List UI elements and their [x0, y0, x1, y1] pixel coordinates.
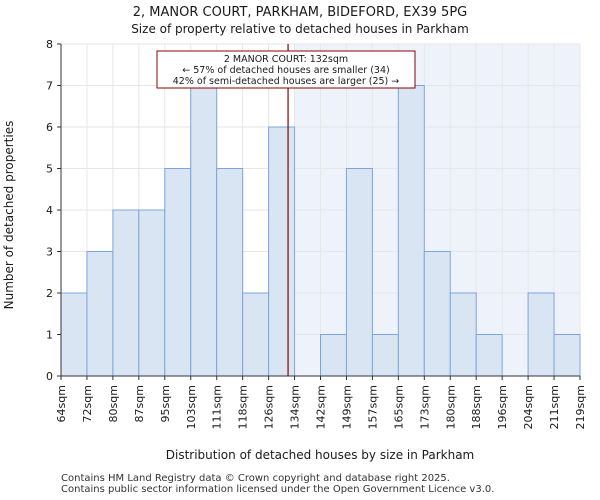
- x-tick-label: 103sqm: [185, 385, 198, 429]
- bar-64sqm: [60, 292, 88, 377]
- x-tick-label: 211sqm: [548, 385, 561, 429]
- bar-204sqm: [527, 292, 555, 377]
- bar-173sqm: [423, 251, 451, 377]
- annotation-line-3: 42% of semi-detached houses are larger (…: [173, 76, 400, 87]
- x-tick-label: 165sqm: [392, 385, 405, 429]
- x-tick-label: 219sqm: [574, 385, 587, 429]
- footer-line-1: Contains HM Land Registry data © Crown c…: [61, 473, 450, 484]
- y-tick-label: 2: [46, 287, 53, 300]
- x-tick-label: 118sqm: [237, 385, 250, 429]
- x-tick-label: 134sqm: [289, 385, 302, 429]
- x-tick-label: 180sqm: [444, 385, 457, 429]
- x-tick-label: 111sqm: [211, 385, 224, 429]
- chart-subtitle: Size of property relative to detached ho…: [131, 22, 469, 36]
- bar-165sqm: [397, 85, 425, 377]
- annotation-box: 2 MANOR COURT: 132sqm ← 57% of detached …: [156, 50, 416, 89]
- bar-188sqm: [475, 334, 503, 377]
- x-tick-label: 87sqm: [133, 385, 146, 422]
- y-tick-label: 8: [46, 38, 53, 51]
- x-tick-label: 72sqm: [81, 385, 94, 422]
- bar-111sqm: [216, 168, 244, 377]
- x-tick-label: 126sqm: [263, 385, 276, 429]
- annotation-line-1: 2 MANOR COURT: 132sqm: [224, 54, 348, 65]
- y-tick-label: 1: [46, 329, 53, 342]
- x-tick-label: 157sqm: [366, 385, 379, 429]
- y-tick-label: 7: [46, 80, 53, 93]
- plot-area: 0 1 2 3 4 5 6 7 8 64sqm 72sqm 80sqm 87sqm 95sqm 103sqm…: [46, 38, 587, 429]
- chart-title: 2, MANOR COURT, PARKHAM, BIDEFORD, EX39 …: [133, 5, 467, 20]
- x-tick-label: 95sqm: [159, 385, 172, 422]
- x-tick-label: 173sqm: [418, 385, 431, 429]
- bar-211sqm: [553, 334, 581, 377]
- annotation-line-2: ← 57% of detached houses are smaller (34…: [182, 65, 389, 76]
- bar-103sqm: [190, 85, 218, 377]
- x-tick-label: 204sqm: [522, 385, 535, 429]
- y-tick-label: 0: [46, 370, 53, 383]
- y-tick-label: 3: [46, 246, 53, 259]
- bar-72sqm: [86, 251, 114, 377]
- x-tick-label: 149sqm: [340, 385, 353, 429]
- x-tick-label: 188sqm: [470, 385, 483, 429]
- x-tick-label: 64sqm: [55, 385, 68, 422]
- bar-142sqm: [320, 334, 347, 377]
- x-axis-label: Distribution of detached houses by size …: [166, 448, 474, 462]
- bar-80sqm: [112, 209, 140, 377]
- y-tick-label: 5: [46, 163, 53, 176]
- bar-87sqm: [138, 209, 166, 377]
- x-tick-label: 196sqm: [496, 385, 509, 429]
- y-axis-label: Number of detached properties: [2, 121, 16, 310]
- x-tick-label: 80sqm: [107, 385, 120, 422]
- bar-95sqm: [164, 168, 192, 377]
- y-tick-label: 4: [46, 204, 53, 217]
- y-tick-label: 6: [46, 121, 53, 134]
- footer-line-2: Contains public sector information licen…: [61, 484, 495, 495]
- x-tick-label: 142sqm: [315, 385, 328, 429]
- bar-157sqm: [371, 334, 399, 377]
- bar-126sqm: [268, 126, 296, 377]
- bar-149sqm: [345, 168, 373, 377]
- bar-180sqm: [449, 292, 477, 377]
- bar-118sqm: [242, 292, 270, 377]
